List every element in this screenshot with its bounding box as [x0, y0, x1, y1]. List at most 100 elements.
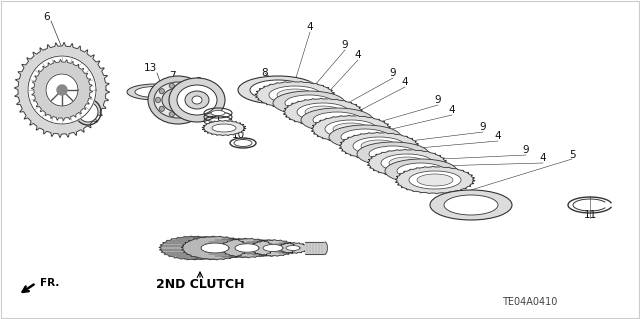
Ellipse shape — [389, 157, 425, 169]
Text: 3: 3 — [214, 94, 221, 104]
Text: 4: 4 — [495, 131, 501, 141]
Circle shape — [195, 98, 200, 102]
Ellipse shape — [250, 80, 306, 100]
Ellipse shape — [361, 140, 397, 152]
Text: 8: 8 — [262, 68, 268, 78]
Ellipse shape — [238, 76, 318, 104]
Text: 4: 4 — [402, 77, 408, 87]
Polygon shape — [311, 115, 391, 143]
Circle shape — [192, 89, 196, 94]
Circle shape — [182, 83, 187, 88]
Text: 9: 9 — [390, 68, 396, 78]
Polygon shape — [236, 240, 283, 256]
Ellipse shape — [430, 190, 512, 220]
Text: 6: 6 — [44, 12, 51, 22]
Text: FR.: FR. — [40, 278, 60, 288]
Ellipse shape — [212, 124, 236, 132]
Polygon shape — [339, 132, 419, 160]
Ellipse shape — [285, 95, 333, 111]
Polygon shape — [255, 81, 335, 109]
Text: 2: 2 — [196, 77, 202, 87]
Ellipse shape — [154, 82, 202, 118]
Polygon shape — [46, 74, 78, 106]
Ellipse shape — [170, 94, 186, 106]
Polygon shape — [287, 246, 300, 250]
Text: 2ND CLUTCH: 2ND CLUTCH — [156, 278, 244, 292]
Ellipse shape — [192, 96, 202, 104]
Text: 9: 9 — [435, 95, 442, 105]
Polygon shape — [31, 60, 92, 121]
Polygon shape — [220, 238, 275, 258]
Ellipse shape — [369, 146, 417, 162]
Polygon shape — [305, 242, 325, 254]
Text: 7: 7 — [169, 71, 175, 81]
Ellipse shape — [301, 108, 373, 132]
Circle shape — [159, 89, 164, 94]
Text: 13: 13 — [143, 63, 157, 73]
Ellipse shape — [313, 112, 361, 128]
Circle shape — [192, 106, 196, 111]
Text: 9: 9 — [480, 122, 486, 132]
Ellipse shape — [325, 120, 377, 138]
Circle shape — [170, 112, 174, 117]
Ellipse shape — [127, 84, 183, 100]
Polygon shape — [236, 244, 258, 252]
Ellipse shape — [357, 142, 429, 166]
Text: TE04A0410: TE04A0410 — [502, 297, 557, 307]
Polygon shape — [264, 245, 282, 251]
Polygon shape — [283, 98, 363, 126]
Text: 5: 5 — [569, 150, 575, 160]
Ellipse shape — [305, 106, 341, 118]
Ellipse shape — [444, 195, 498, 215]
Ellipse shape — [135, 86, 175, 98]
Text: 4: 4 — [540, 153, 547, 163]
Ellipse shape — [353, 137, 405, 155]
Ellipse shape — [297, 103, 349, 121]
Ellipse shape — [333, 123, 369, 135]
Ellipse shape — [277, 89, 313, 101]
Polygon shape — [325, 242, 328, 254]
Ellipse shape — [169, 78, 225, 122]
Polygon shape — [181, 236, 249, 260]
Ellipse shape — [185, 91, 209, 109]
Ellipse shape — [148, 76, 208, 124]
Polygon shape — [277, 242, 308, 254]
Circle shape — [159, 106, 164, 111]
Polygon shape — [367, 149, 447, 177]
Text: 4: 4 — [449, 105, 455, 115]
Text: 12: 12 — [69, 107, 83, 117]
Circle shape — [156, 98, 161, 102]
Polygon shape — [28, 56, 96, 124]
Polygon shape — [15, 42, 109, 137]
Polygon shape — [395, 166, 475, 194]
Ellipse shape — [211, 110, 225, 115]
Polygon shape — [159, 236, 227, 260]
Ellipse shape — [417, 174, 453, 186]
Ellipse shape — [381, 154, 433, 172]
Text: 9: 9 — [523, 145, 529, 155]
Ellipse shape — [329, 125, 401, 149]
Polygon shape — [202, 120, 246, 136]
Ellipse shape — [177, 85, 217, 115]
Ellipse shape — [234, 139, 252, 146]
Text: 1: 1 — [214, 114, 221, 124]
Polygon shape — [249, 240, 297, 256]
Ellipse shape — [78, 102, 98, 122]
Ellipse shape — [409, 171, 461, 189]
Ellipse shape — [269, 86, 321, 104]
Text: 4: 4 — [355, 50, 362, 60]
Ellipse shape — [385, 159, 457, 183]
Text: 4: 4 — [307, 22, 314, 32]
Ellipse shape — [397, 163, 445, 179]
Text: 9: 9 — [342, 40, 348, 50]
Circle shape — [182, 112, 187, 117]
Circle shape — [170, 83, 174, 88]
Polygon shape — [57, 85, 67, 95]
Polygon shape — [201, 238, 257, 258]
Ellipse shape — [341, 129, 389, 145]
Ellipse shape — [162, 88, 194, 112]
Polygon shape — [202, 244, 228, 252]
Polygon shape — [268, 242, 299, 254]
Text: 11: 11 — [584, 210, 596, 220]
Text: 10: 10 — [232, 130, 244, 140]
